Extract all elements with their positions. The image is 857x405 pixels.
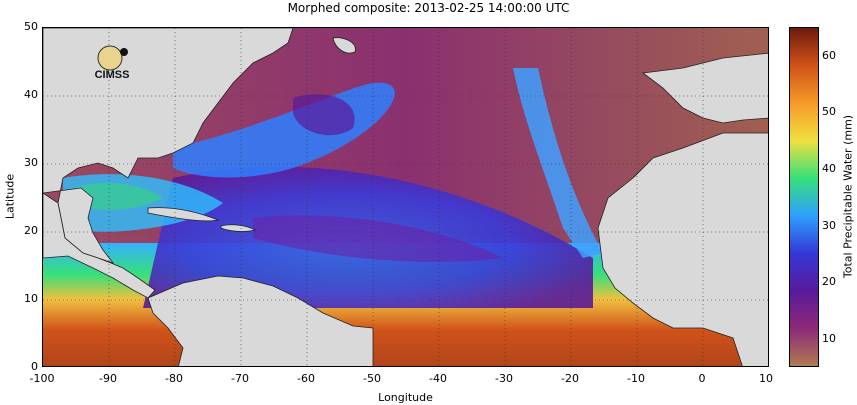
svg-text:CIMSS: CIMSS	[95, 69, 130, 81]
central-america-land	[43, 192, 156, 299]
y-tick-label: 30	[24, 156, 38, 169]
x-tick-label: -90	[99, 372, 117, 385]
colorbar-title: Total Precipitable Water (mm)	[841, 114, 855, 279]
low-center	[293, 94, 355, 136]
dry-air-slot	[253, 215, 503, 262]
y-tick-label: 40	[24, 88, 38, 101]
colorbar-tick-label: 60	[822, 49, 836, 62]
y-tick-label: 50	[24, 20, 38, 33]
tpw-map	[42, 27, 769, 367]
colorbar-tick-label: 40	[822, 162, 836, 175]
x-tick-label: -70	[231, 372, 249, 385]
y-tick-label: 10	[24, 292, 38, 305]
colorbar	[789, 27, 819, 367]
europe-land	[641, 52, 768, 124]
y-axis-title: Latitude	[3, 173, 17, 220]
x-tick-label: -40	[429, 372, 447, 385]
x-tick-label: -60	[297, 372, 315, 385]
green-pocket	[73, 182, 163, 210]
south-america-land	[147, 275, 374, 366]
x-tick-label: -10	[627, 372, 645, 385]
x-tick-label: -20	[561, 372, 579, 385]
colorbar-tick-label: 20	[822, 275, 836, 288]
y-tick-label: 20	[24, 224, 38, 237]
x-tick-label: -30	[495, 372, 513, 385]
newfoundland-island	[332, 37, 356, 54]
cuba-island	[147, 207, 220, 222]
x-tick-label: -100	[29, 372, 55, 385]
colorbar-tick-label: 50	[822, 105, 836, 118]
x-axis-title: Longitude	[378, 391, 433, 404]
colorbar-tick-label: 10	[822, 332, 836, 345]
y-tick-label: 0	[31, 360, 38, 373]
africa-land	[597, 132, 768, 366]
hispaniola-island	[220, 224, 257, 232]
x-tick-label: 10	[759, 372, 773, 385]
cold-front-band	[513, 68, 603, 258]
cimss-logo: CIMSS	[86, 44, 138, 82]
colorbar-tick-label: 30	[822, 219, 836, 232]
chart-title: Morphed composite: 2013-02-25 14:00:00 U…	[287, 1, 570, 15]
x-tick-label: 0	[698, 372, 706, 385]
x-tick-label: -80	[165, 372, 183, 385]
x-tick-label: -50	[363, 372, 381, 385]
north-america-land	[43, 28, 294, 264]
